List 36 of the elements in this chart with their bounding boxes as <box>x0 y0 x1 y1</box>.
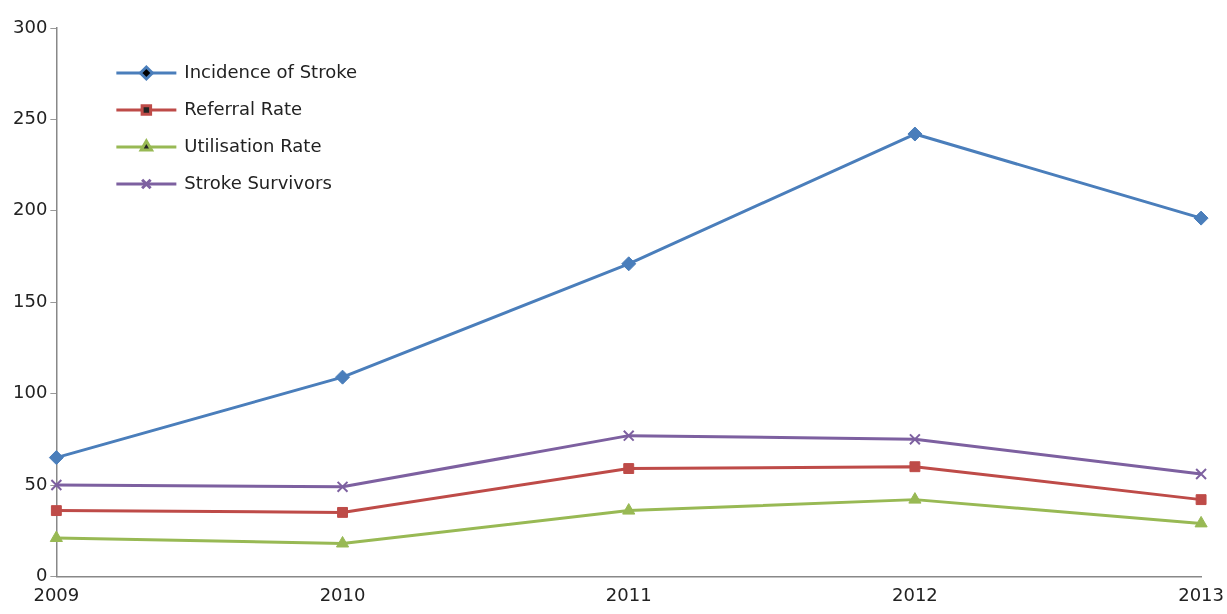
x-tick-label: 2012 <box>892 583 938 605</box>
y-tick-label: 0 <box>35 564 48 586</box>
point <box>50 505 62 517</box>
legend-label: Referral Rate <box>184 97 303 119</box>
x-tick-label: 2011 <box>605 583 652 605</box>
point <box>1195 468 1208 480</box>
y-tick-label: 150 <box>13 289 48 311</box>
point <box>1195 494 1207 506</box>
y-tick-label: 100 <box>13 381 48 403</box>
point <box>908 492 922 504</box>
point <box>907 126 923 142</box>
point <box>909 461 921 473</box>
point <box>1194 515 1208 528</box>
point <box>622 503 636 515</box>
x-tick-label: 2010 <box>319 583 366 605</box>
point <box>48 450 64 466</box>
y-tick-label: 250 <box>13 107 48 129</box>
y-tick-label: 50 <box>24 472 48 494</box>
point <box>336 480 349 493</box>
point <box>908 433 921 446</box>
y-tick-label: 300 <box>13 15 48 37</box>
point <box>623 463 635 474</box>
point <box>335 536 350 548</box>
legend-label: Stroke Survivors <box>184 171 332 193</box>
point <box>50 479 63 491</box>
legend-label: Utilisation Rate <box>184 134 322 156</box>
x-tick-label: 2013 <box>1178 583 1224 605</box>
point <box>49 530 63 543</box>
point <box>621 256 637 272</box>
legend-label: Incidence of Stroke <box>184 60 358 82</box>
point <box>622 429 635 442</box>
x-tick-label: 2009 <box>33 583 80 605</box>
point <box>337 506 348 518</box>
point <box>1193 210 1209 226</box>
y-tick-label: 200 <box>13 198 48 220</box>
point <box>335 369 351 385</box>
